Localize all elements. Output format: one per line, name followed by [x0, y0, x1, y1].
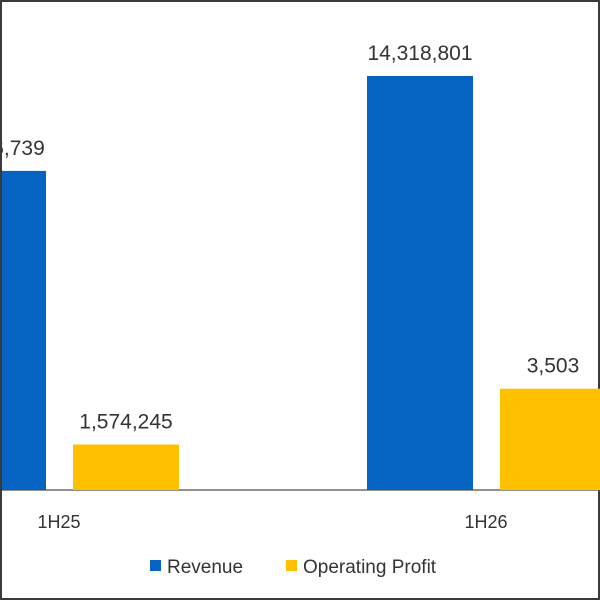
legend-swatch-revenue: [150, 560, 161, 571]
bar-revenue-1h25: [2, 170, 46, 490]
bar-revenue-1h26: [367, 76, 473, 490]
data-label: 3,503: [527, 355, 580, 378]
data-label: 14,318,801: [367, 42, 472, 65]
legend-label: Revenue: [167, 557, 243, 578]
legend-label: Operating Profit: [303, 557, 437, 578]
bar-operating-profit-1h25: [73, 444, 179, 490]
legend-swatch-operating-profit: [286, 560, 297, 571]
bar-operating-profit-1h26: [500, 388, 600, 490]
x-ticks-group: 1H25 1H26: [37, 512, 507, 532]
data-label: 1,574,245: [79, 410, 172, 433]
legend: Revenue Operating Profit: [150, 557, 437, 578]
data-label: 11,036,739: [2, 137, 45, 160]
x-tick-label: 1H26: [464, 512, 507, 532]
bars-group: 11,036,739 14,318,801 1,574,245 3,503: [2, 42, 600, 490]
x-tick-label: 1H25: [37, 512, 80, 532]
